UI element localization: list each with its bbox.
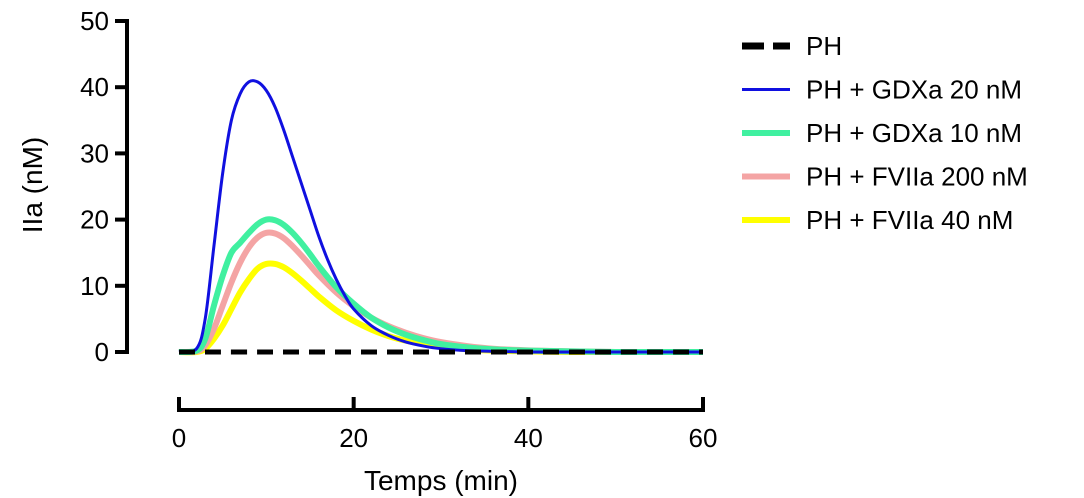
y-tick-label: 10 xyxy=(80,271,109,301)
legend-label: PH + FVIIa 40 nM xyxy=(806,205,1013,235)
legend-label: PH xyxy=(806,31,842,61)
y-tick-label: 20 xyxy=(80,205,109,235)
series-line xyxy=(178,79,703,354)
x-tick-label: 0 xyxy=(172,423,186,453)
y-axis: 0 10 20 30 40 50 xyxy=(80,6,129,367)
series-line xyxy=(178,229,703,356)
y-axis-title: IIa (nM) xyxy=(17,137,48,233)
x-axis-title: Temps (min) xyxy=(364,465,518,496)
x-tick-label: 40 xyxy=(514,423,543,453)
legend-label: PH + GDXa 20 nM xyxy=(806,75,1022,105)
y-tick-label: 0 xyxy=(95,337,109,367)
series-line xyxy=(178,260,703,356)
x-tick-label: 20 xyxy=(339,423,368,453)
plot-lines xyxy=(178,79,703,356)
legend-label: PH + FVIIa 200 nM xyxy=(806,162,1028,192)
y-tick-label: 40 xyxy=(80,72,109,102)
legend: PH PH + GDXa 20 nM PH + GDXa 10 nM PH + FVI… xyxy=(742,31,1028,235)
y-tick-label: 30 xyxy=(80,138,109,168)
y-tick-label: 50 xyxy=(80,6,109,36)
legend-label: PH + GDXa 10 nM xyxy=(806,118,1022,148)
x-tick-label: 60 xyxy=(689,423,718,453)
series-line xyxy=(178,216,703,356)
x-axis: 0 20 40 60 xyxy=(172,397,718,453)
